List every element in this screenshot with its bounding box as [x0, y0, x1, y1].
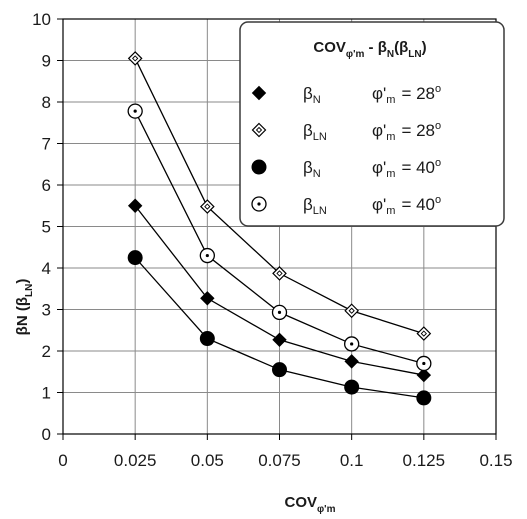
- data-point: [344, 354, 359, 369]
- series-4: [127, 103, 432, 372]
- series-1: [127, 198, 432, 383]
- y-tick-label: 4: [42, 259, 51, 278]
- data-point: [271, 304, 288, 321]
- legend-entry: βN φ'm = 28o: [251, 83, 441, 106]
- legend-marker: [251, 159, 267, 175]
- legend-phi: φ'm = 28o: [372, 120, 441, 143]
- y-tick-label: 8: [42, 93, 51, 112]
- legend-box: [239, 21, 505, 227]
- legend-phi: φ'm = 28o: [372, 83, 441, 106]
- data-point: [199, 247, 215, 264]
- data-point: [127, 103, 143, 119]
- legend-symbol: βLN: [303, 195, 327, 217]
- x-tick-label: 0.075: [258, 451, 301, 470]
- data-point: [199, 331, 215, 347]
- y-tick-label: 6: [42, 176, 51, 195]
- y-tick-label: 7: [42, 135, 51, 154]
- data-point: [344, 379, 360, 395]
- legend-entry: βLN φ'm = 28o: [251, 120, 441, 143]
- legend-entry: βN φ'm = 40o: [251, 157, 441, 180]
- y-tick-label: 0: [42, 425, 51, 444]
- legend-title: COVφ'm - βN(βLN): [313, 39, 426, 60]
- data-point: [127, 250, 143, 266]
- y-tick-label: 2: [42, 342, 51, 361]
- data-point: [416, 367, 432, 383]
- data-point: [199, 199, 215, 214]
- x-axis-title: COVφ'm: [285, 494, 336, 515]
- y-tick-label: 9: [42, 52, 51, 71]
- legend-symbol: βLN: [303, 121, 327, 143]
- y-tick-label: 5: [42, 218, 51, 237]
- legend-phi: φ'm = 40o: [372, 157, 441, 180]
- data-point: [272, 332, 287, 348]
- data-point: [127, 51, 143, 66]
- data-point: [416, 326, 432, 341]
- y-tick-label: 3: [42, 301, 51, 320]
- data-point: [127, 198, 143, 213]
- data-point: [272, 266, 287, 281]
- x-tick-labels: 0 0.025 0.05 0.075 0.1 0.125 0.15: [58, 451, 512, 470]
- y-axis-title-tail: ): [14, 279, 31, 284]
- data-point: [200, 291, 215, 306]
- y-tick-labels: 0 1 2 3 4 5 6 7 8 9 10: [32, 10, 51, 444]
- legend-symbol: βN: [303, 84, 321, 106]
- y-axis-title: βN (βLN): [14, 279, 35, 336]
- data-point: [416, 355, 432, 372]
- legend-entry: βLN φ'm = 40o: [251, 194, 441, 217]
- y-axis-title-main: βN (β: [14, 297, 31, 335]
- data-point: [416, 390, 432, 406]
- y-axis-title-sub: LN: [24, 284, 35, 297]
- data-point: [344, 336, 360, 352]
- x-axis-title-main: COV: [285, 494, 318, 511]
- x-tick-label: 0.1: [340, 451, 364, 470]
- data-point: [272, 362, 287, 378]
- y-tick-label: 10: [32, 10, 51, 29]
- legend-entries: βN φ'm = 28o βLN φ'm = 28o βN φ'm = 40o βLN φ'm = 4…: [251, 83, 441, 217]
- series-2: [127, 51, 432, 341]
- x-tick-label: 0.125: [403, 451, 446, 470]
- y-tick-label: 1: [42, 384, 51, 403]
- legend-symbol: βN: [303, 158, 321, 180]
- series-group: [127, 51, 432, 406]
- x-tick-label: 0.025: [114, 451, 157, 470]
- legend-marker: [251, 85, 267, 101]
- x-tick-label: 0.15: [479, 451, 512, 470]
- x-tick-label: 0: [58, 451, 67, 470]
- data-point: [344, 303, 360, 319]
- legend-marker: [251, 196, 267, 212]
- x-axis-title-sub: φ'm: [317, 504, 336, 515]
- x-tick-label: 0.05: [191, 451, 224, 470]
- series-3: [127, 250, 432, 406]
- legend-phi: φ'm = 40o: [372, 194, 441, 217]
- legend-marker: [251, 122, 267, 138]
